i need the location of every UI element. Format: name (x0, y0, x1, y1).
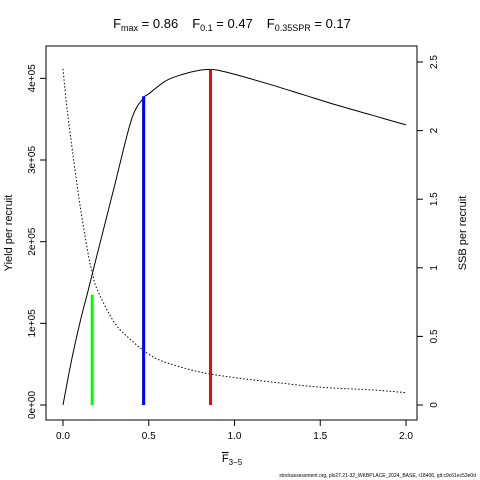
y-left-tick-label-2: 2e+05 (27, 227, 38, 256)
fmax-value: = 0.86 (138, 16, 178, 31)
y-right-tick-label-0: 0 (429, 402, 440, 408)
y-right-tick-label-5: 2.5 (429, 55, 440, 69)
y-axis-right-label: SSB per recruit (457, 196, 469, 271)
f01-label: F (192, 16, 200, 31)
f01-value: = 0.47 (213, 16, 253, 31)
y-axis-right: 0 0.5 1 1.5 2 2.5 (417, 55, 440, 408)
y-axis-left: 0e+00 1e+05 2e+05 3e+05 4e+05 (27, 64, 46, 419)
y-axis-left-label: Yield per recruit (3, 195, 15, 272)
f01-sub: 0.1 (200, 23, 213, 33)
y-right-tick-label-2: 1 (429, 265, 440, 271)
x-axis-label-main: F (222, 453, 229, 465)
y-left-tick-label-3: 3e+05 (27, 146, 38, 175)
y-left-tick-label-0: 0e+00 (27, 391, 38, 420)
x-axis-label: F3−5 (222, 453, 243, 467)
x-axis-label-sub: 3−5 (229, 458, 243, 467)
y-right-tick-label-4: 2 (429, 127, 440, 133)
x-tick-label-2: 1.0 (228, 431, 242, 442)
yield-per-recruit-line (62, 68, 407, 406)
y-right-tick-label-1: 0.5 (429, 329, 440, 343)
y-left-tick-label-4: 4e+05 (27, 64, 38, 93)
x-tick-label-4: 2.0 (399, 431, 413, 442)
y-left-tick-label-1: 1e+05 (27, 309, 38, 338)
series-layer (62, 68, 407, 406)
fmax-sub: max (121, 23, 139, 33)
reference-lines (90, 69, 212, 405)
plot-frame (45, 45, 418, 421)
x-axis: 0.0 0.5 1.0 1.5 2.0 (56, 420, 413, 442)
fspr-sub: 0.35SPR (275, 23, 312, 33)
chart-title: Fmax = 0.86 F0.1 = 0.47 F0.35SPR = 0.17 (113, 16, 351, 33)
footer-text: stockassessment.org, pls27.21-32_WKBPLAC… (279, 473, 476, 479)
fspr-label: F (267, 16, 275, 31)
fmax-label: F (113, 16, 121, 31)
y-right-tick-label-3: 1.5 (429, 192, 440, 206)
x-tick-label-3: 1.5 (313, 431, 327, 442)
x-tick-label-1: 0.5 (142, 431, 156, 442)
ssb-per-recruit-line (62, 68, 407, 394)
x-tick-label-0: 0.0 (56, 431, 70, 442)
fspr-value: = 0.17 (311, 16, 351, 31)
